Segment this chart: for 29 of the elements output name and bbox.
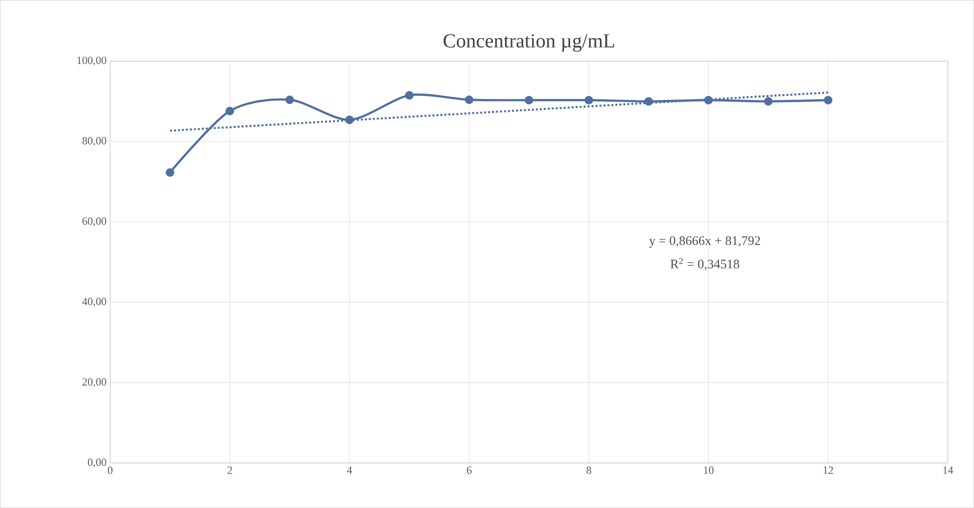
y-tick-label: 20,00 [82,378,106,388]
y-tick-label: 0,00 [88,458,106,468]
annotation: y = 0,8666x + 81,792 [649,236,760,248]
point [226,106,234,116]
point [345,115,354,124]
y-tick-label: 40,00 [82,298,106,307]
point [405,90,414,100]
point [464,95,474,104]
x-tick-label: 12 [824,466,834,474]
x-tick-label: 14 [943,466,954,474]
annotation: R$^{2}$ = 0,34518 [670,258,740,270]
point [644,96,653,106]
y-tick-label: 80,00 [82,136,106,146]
y-tick-label: 60,00 [82,217,106,226]
point [824,96,832,104]
x-tick-label: 2 [228,466,232,474]
x-tick-label: 10 [704,466,714,474]
point [584,96,594,104]
x-tick-label: 8 [586,466,592,474]
x-tick-label: 6 [466,466,472,474]
x-tick-label: 0 [108,466,112,474]
point [704,96,713,104]
point [285,95,294,104]
chart-title: Concentration µg/mL [444,34,614,52]
y-tick-label: 100,00 [77,56,106,66]
point [166,168,174,177]
point [764,96,773,106]
x-tick-label: 4 [346,466,352,474]
point [524,96,534,104]
